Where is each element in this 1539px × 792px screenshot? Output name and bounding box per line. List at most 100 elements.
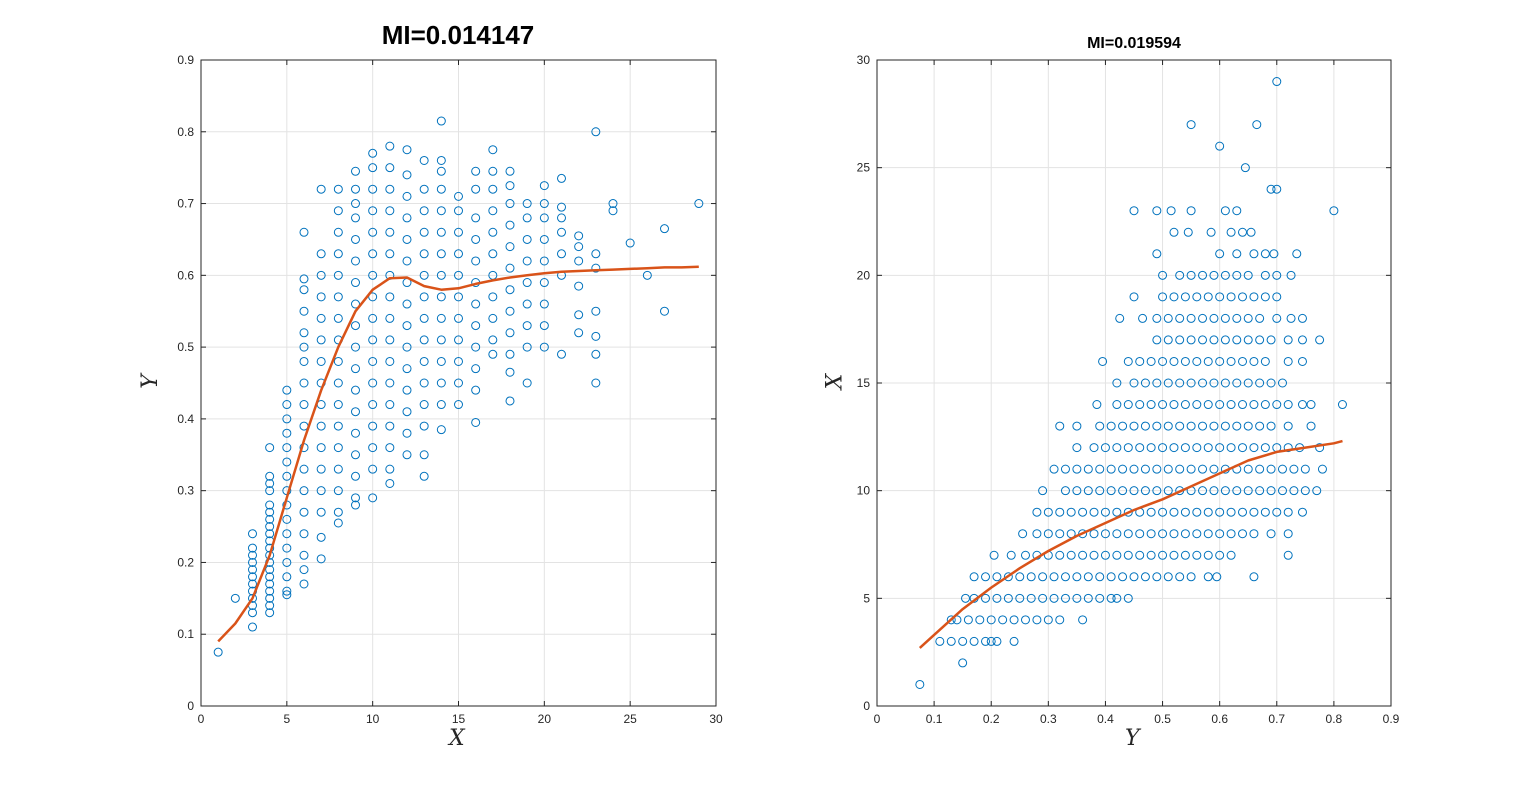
data-point — [1180, 507, 1190, 517]
x-tick-label: 15 — [452, 712, 466, 726]
data-point — [1106, 421, 1116, 431]
data-point — [368, 292, 378, 302]
data-point — [351, 471, 360, 481]
data-point — [1095, 593, 1105, 603]
data-point — [265, 608, 275, 618]
data-point — [1095, 421, 1105, 431]
data-point — [1135, 443, 1145, 453]
data-point — [385, 464, 395, 474]
data-point — [1215, 249, 1225, 259]
data-point — [1220, 313, 1230, 323]
data-point — [1249, 529, 1259, 539]
data-point — [419, 400, 429, 410]
data-point — [1135, 356, 1145, 366]
data-point — [539, 199, 549, 209]
data-point — [471, 342, 481, 352]
data-point — [1112, 529, 1122, 539]
data-point — [1297, 507, 1307, 517]
data-point — [1283, 421, 1293, 431]
data-point — [1198, 335, 1208, 345]
data-point — [1078, 507, 1088, 517]
right-scatter-panel: MI=0.019594 0 0.1 0.2 0.3 0.4 0.5 0.6 0.7 0.8 0.9… — [770, 0, 1539, 792]
data-point — [265, 572, 275, 582]
data-point — [1209, 335, 1219, 345]
data-point — [992, 572, 1002, 582]
data-point — [1129, 486, 1139, 496]
data-point — [1238, 400, 1248, 410]
x-tick-label: 0.7 — [1268, 712, 1285, 726]
data-point — [351, 493, 360, 503]
data-point — [265, 579, 275, 589]
data-point — [333, 443, 343, 453]
data-point — [1146, 443, 1156, 453]
data-point — [522, 256, 532, 266]
data-point — [1175, 421, 1185, 431]
right-scatter-plot: 0 0.1 0.2 0.3 0.4 0.5 0.6 0.7 0.8 0.9 0 5 10 15 20 25 30 — [857, 53, 1400, 726]
data-point — [522, 199, 532, 209]
x-tick-label: 20 — [538, 712, 552, 726]
data-point — [1123, 443, 1133, 453]
data-point — [1055, 421, 1065, 431]
data-point — [419, 471, 429, 481]
data-point — [522, 213, 532, 223]
data-point — [981, 572, 991, 582]
data-point — [419, 249, 429, 259]
data-point — [1203, 356, 1213, 366]
data-point — [539, 213, 549, 223]
data-point — [299, 328, 309, 338]
data-point — [1209, 313, 1219, 323]
data-point — [402, 450, 412, 460]
data-point — [230, 593, 240, 603]
data-point — [505, 396, 515, 406]
data-point — [1266, 529, 1276, 539]
y-tick-label: 0.8 — [177, 125, 194, 139]
data-point — [436, 155, 446, 165]
data-point — [1272, 77, 1282, 87]
data-point — [351, 385, 360, 395]
data-point — [1092, 400, 1102, 410]
data-point — [248, 608, 257, 618]
data-point — [1146, 356, 1156, 366]
data-point — [522, 278, 532, 288]
left-y-axis-label: Y — [137, 374, 163, 389]
data-point — [1140, 464, 1150, 474]
data-point — [368, 356, 378, 366]
data-point — [299, 507, 309, 517]
data-point — [368, 378, 378, 388]
data-point — [1240, 163, 1250, 173]
data-point — [1095, 486, 1105, 496]
data-point — [1198, 421, 1208, 431]
data-point — [1203, 550, 1213, 560]
data-point — [333, 270, 343, 280]
data-point — [454, 292, 463, 302]
data-point — [625, 238, 635, 248]
data-point — [1269, 249, 1279, 259]
data-point — [1180, 443, 1190, 453]
data-point — [213, 647, 223, 657]
data-point — [1118, 421, 1128, 431]
data-point — [265, 507, 275, 517]
data-point — [1266, 421, 1276, 431]
data-point — [1238, 507, 1248, 517]
data-point — [1226, 550, 1236, 560]
data-point — [505, 181, 515, 191]
data-point — [1215, 356, 1225, 366]
data-point — [574, 310, 584, 320]
data-point — [385, 400, 395, 410]
data-point — [1183, 227, 1193, 237]
data-point — [299, 529, 309, 539]
data-point — [1260, 249, 1270, 259]
data-point — [1129, 464, 1139, 474]
data-point — [505, 199, 515, 209]
data-point — [1272, 507, 1282, 517]
data-point — [1018, 529, 1028, 539]
data-point — [557, 173, 566, 183]
data-point — [1220, 486, 1230, 496]
data-point — [694, 199, 704, 209]
data-point — [333, 227, 343, 237]
data-point — [419, 450, 429, 460]
data-point — [333, 507, 343, 517]
data-point — [351, 321, 360, 331]
data-point — [1220, 270, 1230, 280]
data-point — [1043, 507, 1053, 517]
